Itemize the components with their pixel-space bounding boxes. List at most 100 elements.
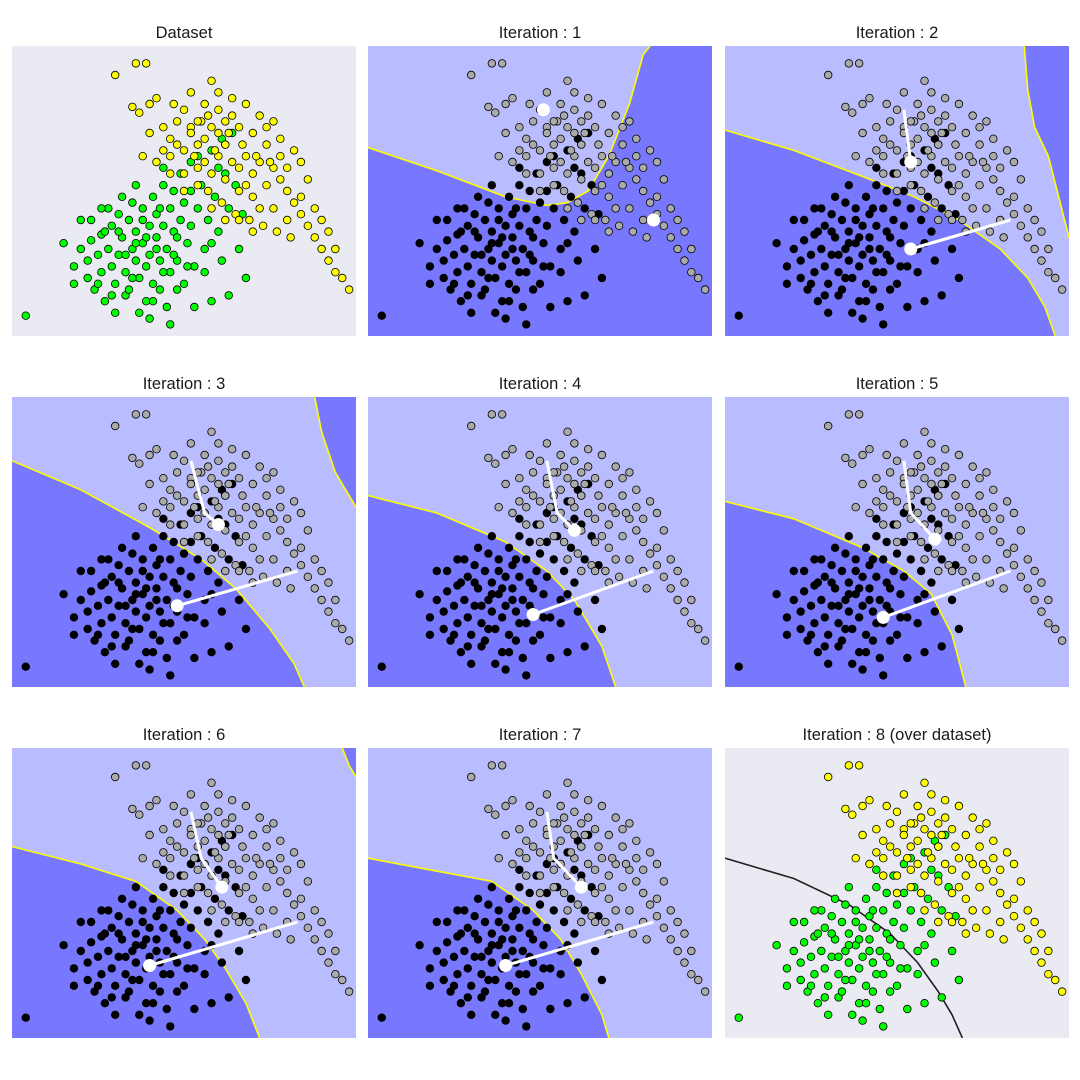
point-class-b — [556, 157, 565, 167]
point-class-a — [76, 917, 85, 927]
point-class-b — [947, 474, 957, 483]
point-class-b — [248, 543, 257, 552]
point-class-b — [200, 450, 209, 460]
point-class-a — [128, 198, 137, 207]
point-class-a — [487, 227, 497, 236]
point-class-b — [577, 917, 586, 927]
point-class-a — [559, 566, 569, 576]
point-class-a — [889, 917, 898, 927]
point-class-a — [927, 227, 936, 236]
point-class-b — [248, 192, 257, 201]
point-class-a — [824, 279, 833, 288]
point-class-b — [1037, 256, 1046, 265]
point-class-b — [590, 163, 600, 172]
point-class-a — [844, 941, 854, 950]
point-class-b — [283, 888, 292, 898]
point-class-b — [344, 285, 354, 294]
point-class-b — [522, 836, 531, 845]
point-class-b — [872, 122, 881, 132]
point-class-a — [858, 665, 867, 674]
point-class-b — [961, 169, 970, 178]
point-class-a — [159, 514, 168, 523]
point-class-b — [570, 439, 579, 448]
point-class-b — [961, 543, 970, 552]
point-class-b — [639, 186, 648, 196]
point-class-a — [148, 648, 158, 657]
point-class-b — [179, 807, 189, 816]
point-class-a — [141, 297, 151, 306]
point-class-a — [93, 279, 103, 288]
point-class-b — [916, 537, 926, 547]
point-class-a — [166, 906, 175, 915]
point-class-a — [535, 279, 545, 288]
point-class-a — [110, 659, 120, 668]
point-class-a — [159, 865, 168, 874]
point-class-b — [1023, 906, 1032, 915]
panel-title: Iteration : 5 — [856, 375, 939, 393]
panel-5: Iteration : 4 — [368, 375, 712, 687]
point-class-a — [903, 262, 912, 271]
point-class-a — [145, 221, 154, 230]
point-class-a — [556, 268, 565, 277]
point-class-b — [556, 450, 565, 460]
point-class-b — [645, 848, 655, 857]
point-class-b — [611, 111, 620, 120]
point-class-a — [97, 970, 106, 979]
point-class-a — [190, 1004, 199, 1014]
point-class-a — [525, 537, 534, 547]
point-class-a — [539, 941, 548, 950]
point-class-b — [982, 819, 991, 828]
point-class-b — [916, 813, 926, 822]
point-class-a — [110, 630, 120, 639]
point-class-b — [522, 503, 531, 512]
point-class-b — [934, 917, 943, 927]
point-class-a — [920, 648, 929, 657]
point-class-b — [892, 537, 902, 547]
point-class-b — [484, 102, 493, 112]
point-class-a — [858, 250, 867, 259]
point-class-b — [276, 836, 285, 845]
point-class-b — [227, 157, 237, 167]
point-class-a — [172, 935, 182, 944]
panel-4: Iteration : 3 — [12, 375, 356, 687]
point-class-a — [453, 619, 462, 628]
point-class-b — [632, 485, 641, 494]
point-class-a — [875, 302, 884, 312]
point-class-b — [207, 76, 216, 85]
point-class-a — [837, 566, 847, 576]
point-class-b — [501, 450, 510, 460]
point-class-a — [879, 555, 888, 564]
point-class-a — [542, 221, 552, 230]
point-class-a — [145, 923, 154, 932]
point-class-b — [590, 122, 600, 132]
point-class-a — [494, 215, 503, 225]
point-class-b — [227, 796, 237, 805]
point-class-a — [899, 572, 909, 581]
point-class-a — [224, 642, 233, 651]
point-class-a — [21, 311, 30, 320]
point-class-b — [296, 859, 306, 869]
point-class-a — [484, 975, 493, 985]
point-class-a — [535, 549, 545, 558]
centroid — [143, 959, 157, 972]
point-class-a — [97, 268, 106, 277]
point-class-b — [522, 485, 531, 494]
point-class-a — [532, 215, 541, 225]
point-class-a — [148, 999, 158, 1008]
point-class-b — [515, 497, 524, 506]
point-class-a — [566, 543, 576, 552]
point-class-a — [107, 291, 116, 300]
point-class-b — [892, 497, 902, 506]
point-class-a — [820, 642, 829, 651]
point-class-a — [93, 630, 103, 639]
point-class-b — [559, 813, 569, 822]
point-class-b — [913, 134, 922, 143]
point-class-b — [947, 514, 957, 523]
point-class-b — [978, 859, 988, 869]
point-class-a — [511, 256, 521, 265]
point-class-b — [193, 140, 202, 149]
point-class-b — [583, 508, 593, 518]
point-class-a — [930, 256, 940, 265]
point-class-b — [186, 88, 196, 97]
point-class-b — [968, 813, 977, 822]
